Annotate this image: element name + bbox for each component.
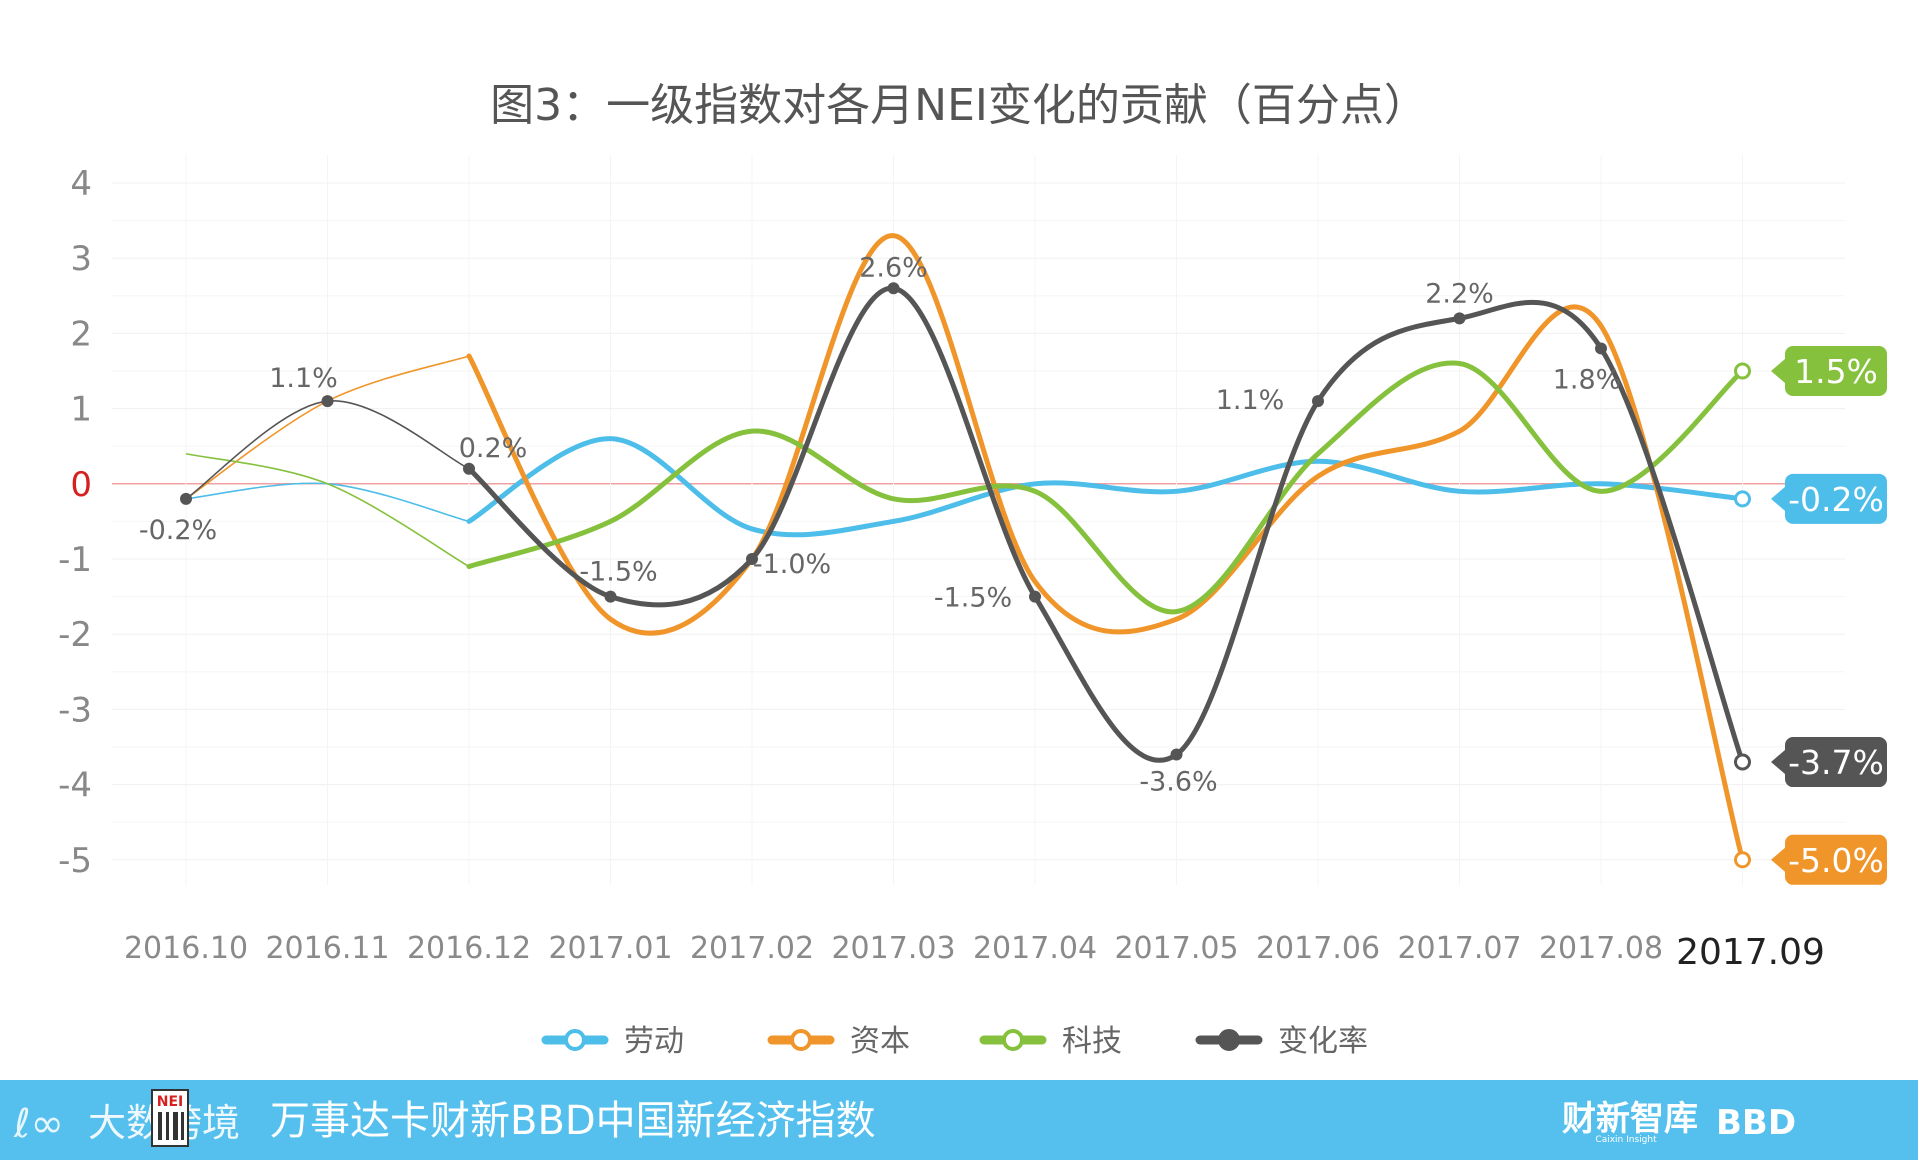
x-tick-label: 2016.12 xyxy=(407,931,531,966)
data-label: 1.1% xyxy=(1216,385,1285,416)
legend-marker xyxy=(1002,1029,1024,1051)
barcode-icon-part xyxy=(166,1112,169,1140)
point-变化率 xyxy=(1312,395,1324,408)
point-变化率 xyxy=(604,590,617,603)
y-tick-label: -4 xyxy=(58,766,92,806)
end-label-pointer xyxy=(1771,847,1785,872)
data-label: -1.5% xyxy=(579,557,657,588)
footer-title: 万事达卡财新BBD中国新经济指数 xyxy=(270,1098,876,1144)
end-label: -3.7% xyxy=(1788,743,1884,782)
nei-badge-text: NEI xyxy=(157,1094,184,1110)
y-tick-label: 4 xyxy=(70,164,92,204)
series-line-劳动 xyxy=(466,436,1745,538)
x-tick-label: 2017.04 xyxy=(973,931,1097,966)
barcode-icon xyxy=(158,1112,162,1140)
y-tick-label: -3 xyxy=(58,690,92,730)
x-tick-label: 2017.07 xyxy=(1397,931,1521,966)
brand-caixin-insight: 财新智库 xyxy=(1562,1099,1698,1139)
legend-marker xyxy=(1218,1029,1240,1051)
series-line-资本 xyxy=(466,233,1745,863)
data-labels: -0.2% 1.1% 0.2% -1.5% -1.0% 2.6% -1.5% -3.6% 1.1… xyxy=(139,252,1621,797)
x-tick-label: 2017.01 xyxy=(548,931,672,966)
end-label-box xyxy=(1785,473,1887,524)
end-point-科技 xyxy=(1734,362,1751,380)
y-tick-label: 1 xyxy=(70,390,92,430)
y-tick-label: 2 xyxy=(70,314,92,354)
data-label: 2.6% xyxy=(859,252,928,283)
y-tick-label: -1 xyxy=(58,540,92,580)
y-axis: 4 3 2 1 0 -1 -2 -3 -4 -5 xyxy=(58,164,92,881)
legend-label: 劳动 xyxy=(624,1024,684,1059)
point-变化率 xyxy=(1170,748,1183,761)
footer-background xyxy=(0,1080,1918,1160)
end-label: 1.5% xyxy=(1794,352,1878,391)
x-tick-label: 2017.09 xyxy=(1676,932,1825,973)
brand-bbd: BBD xyxy=(1716,1103,1796,1143)
point-变化率 xyxy=(180,492,192,505)
data-label: -1.5% xyxy=(934,583,1012,614)
data-label: -3.6% xyxy=(1139,767,1217,798)
data-label: -0.2% xyxy=(139,515,217,546)
logo-swirl-icon: ℓ∞ xyxy=(13,1101,64,1147)
end-point-变化率 xyxy=(1734,753,1751,771)
data-label: 2.2% xyxy=(1425,278,1494,309)
y-tick-label: -5 xyxy=(58,841,92,881)
legend-marker xyxy=(564,1029,586,1051)
point-变化率 xyxy=(1595,342,1607,355)
end-label: -0.2% xyxy=(1788,480,1884,519)
y-tick-label: 0 xyxy=(70,465,92,505)
x-tick-label: 2017.05 xyxy=(1114,931,1238,966)
x-tick-label: 2016.11 xyxy=(265,931,389,966)
series-line-科技 xyxy=(466,360,1745,615)
data-label: 0.2% xyxy=(459,433,528,464)
end-label-box xyxy=(1785,737,1887,788)
x-tick-label: 2017.08 xyxy=(1539,931,1663,966)
data-label: -1.0% xyxy=(753,549,831,580)
end-label-pointer xyxy=(1771,750,1785,775)
data-label: 1.8% xyxy=(1553,364,1622,395)
point-变化率 xyxy=(746,553,758,565)
point-变化率 xyxy=(1453,312,1466,325)
series-lines xyxy=(180,233,1751,869)
end-labels: 1.5% -0.2% -3.7% -5.0% xyxy=(1771,346,1887,885)
series-line-变化率 xyxy=(466,285,1745,765)
legend-label: 变化率 xyxy=(1278,1024,1368,1059)
end-label: -5.0% xyxy=(1788,841,1884,880)
end-point-资本 xyxy=(1734,851,1751,869)
barcode-icon-part xyxy=(173,1112,178,1140)
point-变化率 xyxy=(321,395,334,408)
legend-label: 资本 xyxy=(850,1024,910,1059)
data-label: 1.1% xyxy=(269,363,338,394)
x-tick-label: 2017.06 xyxy=(1256,931,1380,966)
chart-title: 图3：一级指数对各月NEI变化的贡献（百分点） xyxy=(490,80,1428,131)
point-变化率 xyxy=(463,462,475,475)
end-label-box xyxy=(1785,346,1887,396)
footer-bar: ℓ∞ 大数跨境 NEI 万事达卡财新BBD中国新经济指数 财新智库 Caixin… xyxy=(0,1080,1918,1160)
x-tick-label: 2016.10 xyxy=(124,931,248,966)
x-tick-label: 2017.03 xyxy=(831,931,955,966)
x-axis: 2016.10 2016.11 2016.12 2017.01 2017.02 2017.… xyxy=(124,931,1825,973)
series-line-科技-thin xyxy=(185,452,470,568)
barcode-icon-part xyxy=(181,1112,184,1140)
y-tick-label: 3 xyxy=(70,239,92,279)
legend-marker xyxy=(790,1029,812,1051)
y-tick-label: -2 xyxy=(58,615,92,655)
end-point-劳动 xyxy=(1734,490,1751,508)
end-label-pointer xyxy=(1771,486,1785,511)
x-tick-label: 2017.02 xyxy=(690,931,814,966)
end-label-box xyxy=(1785,834,1887,885)
point-变化率 xyxy=(887,282,900,295)
legend-label: 科技 xyxy=(1062,1024,1122,1059)
point-变化率 xyxy=(1029,590,1041,603)
legend: 劳动 资本 科技 变化率 xyxy=(541,1024,1368,1059)
grid xyxy=(112,155,1845,885)
end-label-pointer xyxy=(1771,359,1785,383)
footer-logo-left: ℓ∞ 大数跨境 NEI xyxy=(13,1089,240,1147)
brand-caixin-sub: Caixin Insight xyxy=(1595,1135,1657,1145)
